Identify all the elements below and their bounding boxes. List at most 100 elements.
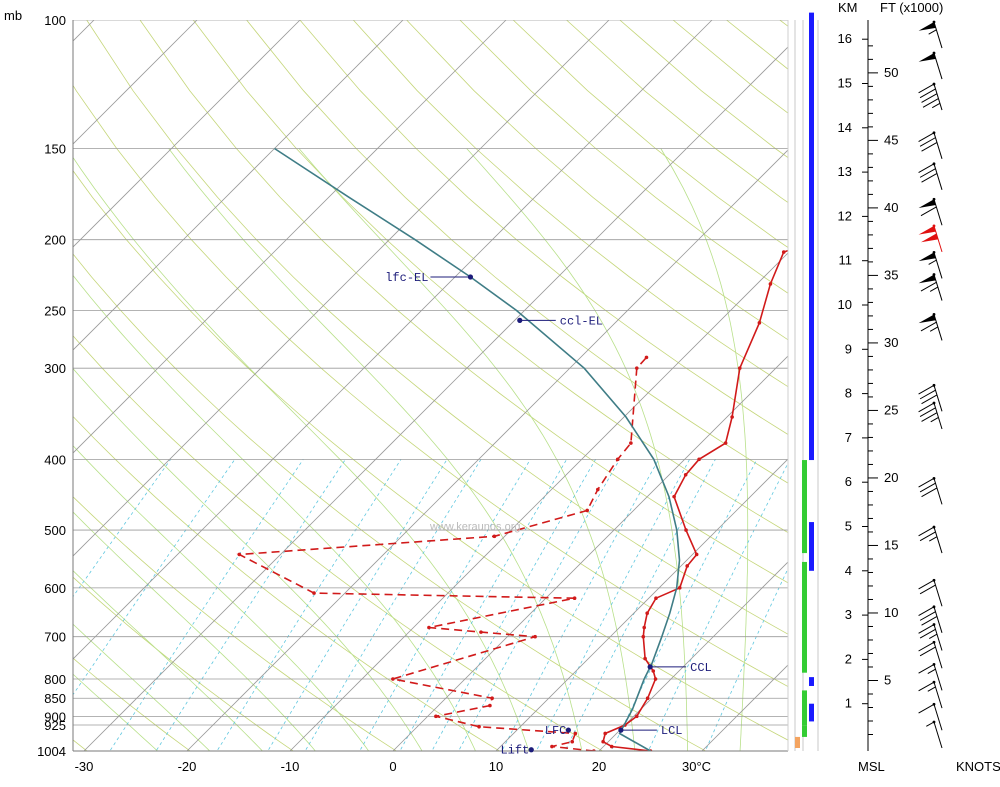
isotherm	[83, 46, 788, 751]
moist-adiabat	[168, 148, 583, 751]
series-point	[651, 669, 656, 673]
series-point	[672, 494, 676, 499]
series-point	[601, 739, 605, 744]
isotherm	[73, 20, 713, 660]
series-point	[677, 586, 682, 590]
series-point	[723, 441, 728, 445]
temperature-unit-label: 30°C	[682, 759, 711, 774]
status-bar	[809, 703, 814, 722]
dry-adiabat	[73, 335, 604, 751]
wind-barb	[918, 476, 943, 505]
series-point	[490, 696, 494, 701]
wind-barb-staff	[920, 199, 943, 226]
status-bar	[809, 677, 814, 686]
status-bar	[802, 690, 807, 726]
mixing-ratio-line	[564, 459, 716, 751]
dry-adiabat	[86, 20, 788, 635]
pressure-tick-label: 500	[44, 523, 66, 538]
wind-barb-dot	[932, 720, 936, 724]
wind-barb-staff	[918, 606, 943, 633]
wind-barb-staff	[918, 579, 943, 607]
wind-barb	[926, 720, 943, 749]
wind-barb-dot	[932, 383, 936, 387]
temperature-tick-label: -20	[178, 759, 197, 774]
series-point	[684, 528, 688, 532]
wind-barb-staff	[928, 21, 943, 49]
dry-adiabat	[73, 84, 788, 688]
km-tick-label: 8	[845, 386, 852, 401]
wind-barb-staff	[918, 641, 943, 669]
isotherm	[0, 0, 24, 765]
status-bar	[802, 725, 807, 737]
wind-pennant	[918, 199, 936, 209]
annotation-marker	[528, 747, 534, 753]
isotherm	[73, 20, 404, 351]
wind-barb-dot	[932, 680, 936, 684]
wind-barb	[918, 51, 943, 80]
isotherm	[791, 0, 1000, 765]
km-tick-label: 1	[845, 696, 852, 711]
ft-tick-label: 50	[884, 65, 898, 80]
temperature-tick-label: -10	[281, 759, 300, 774]
pressure-tick-label: 300	[44, 361, 66, 376]
wind-barb-dot	[932, 82, 936, 86]
wind-barb-staff	[920, 314, 943, 341]
mixing-ratio-line	[704, 567, 788, 751]
ft-tick-label: 10	[884, 605, 898, 620]
msl-label: MSL	[858, 759, 885, 774]
pressure-tick-label: 1004	[37, 744, 66, 759]
isotherm	[73, 20, 198, 145]
mixing-ratio-line	[647, 462, 788, 751]
wind-pennant	[918, 53, 936, 62]
mixing-ratio-line	[535, 459, 690, 751]
km-tick-label: 15	[838, 76, 852, 91]
series-point	[570, 739, 575, 744]
series-point	[391, 677, 395, 681]
series-point	[697, 457, 701, 462]
temperature-tick-label: 10	[489, 759, 503, 774]
wind-barb-staff	[926, 721, 943, 749]
pressure-tick-label: 600	[44, 581, 66, 596]
series-point	[550, 744, 554, 749]
pressure-tick-label: 100	[44, 13, 66, 28]
wind-barb-staff	[918, 132, 943, 159]
series-point	[642, 625, 647, 630]
dry-adiabat	[566, 20, 788, 203]
ft-tick-label: 5	[884, 672, 891, 687]
pressure-tick-label: 925	[44, 718, 66, 733]
series-point	[603, 731, 607, 736]
dry-adiabat	[73, 576, 294, 751]
moist-adiabat	[73, 570, 263, 751]
series-point	[312, 591, 316, 595]
wind-barb-dot	[932, 401, 936, 405]
wind-barb	[918, 663, 943, 691]
wind-barb	[918, 680, 943, 709]
wind-barb-staff	[918, 681, 943, 709]
dry-adiabat	[73, 415, 501, 751]
ft-tick-label: 40	[884, 200, 898, 215]
wind-pennant	[918, 225, 936, 235]
km-tick-label: 4	[845, 563, 852, 578]
wind-barb	[918, 162, 943, 190]
wind-barb	[918, 251, 943, 279]
mixing-ratio-line	[155, 459, 346, 751]
wind-barb-dot	[932, 525, 936, 529]
mixing-ratio-line	[431, 459, 596, 751]
series-point	[488, 703, 492, 708]
wind-barb-staff	[918, 163, 943, 190]
wind-barb-dot	[932, 476, 936, 480]
series-line-1	[236, 356, 648, 751]
dry-adiabat	[73, 496, 398, 751]
wind-barb-dot	[932, 605, 936, 609]
km-tick-label: 9	[845, 341, 852, 356]
knots-label: KNOTS	[956, 759, 1000, 774]
wind-barb	[918, 273, 943, 301]
dry-adiabat	[406, 20, 788, 341]
wind-barb	[918, 578, 943, 607]
ft-tick-label: 35	[884, 267, 898, 282]
isotherm	[73, 20, 507, 454]
mixing-ratio-line	[501, 459, 660, 751]
km-tick-label: 3	[845, 607, 852, 622]
ft-tick-label: 45	[884, 132, 898, 147]
series-point	[685, 564, 690, 568]
